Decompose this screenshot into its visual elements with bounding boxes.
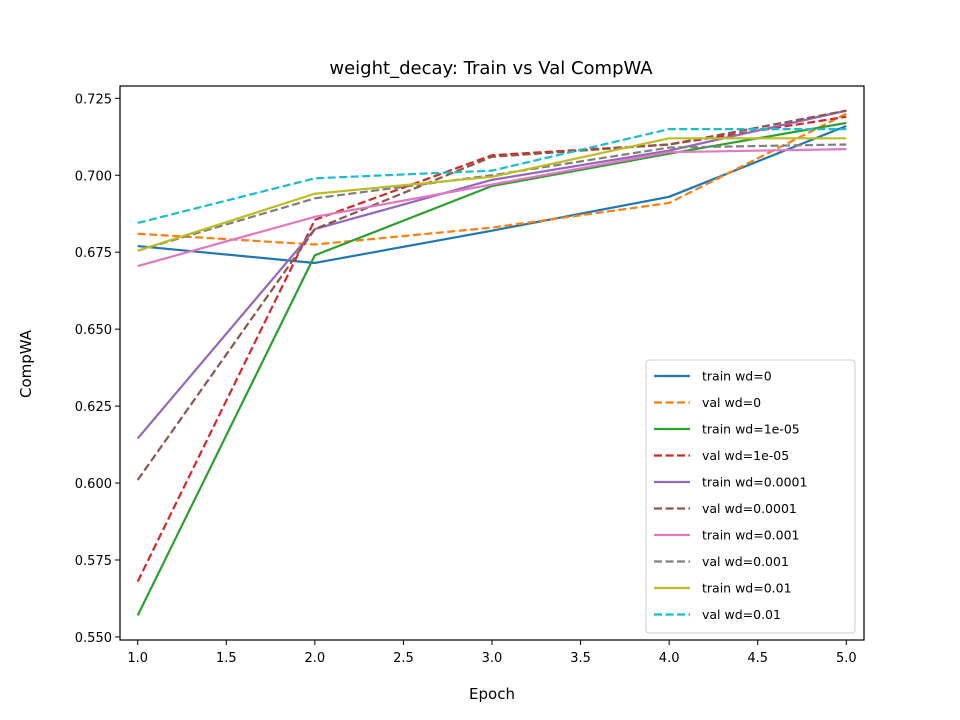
x-tick-label: 3.0 [482, 651, 503, 666]
legend-label: val wd=0 [702, 395, 761, 410]
y-tick-label: 0.675 [75, 246, 112, 261]
y-tick-label: 0.600 [75, 477, 112, 492]
legend-label: val wd=1e-05 [702, 448, 789, 463]
legend-label: train wd=0.001 [702, 528, 800, 543]
series-line-8 [137, 143, 847, 252]
legend-label: train wd=0.0001 [702, 475, 807, 490]
x-tick-label: 3.5 [570, 651, 591, 666]
x-tick-label: 5.0 [836, 651, 857, 666]
legend-label: train wd=0.01 [702, 581, 792, 596]
x-tick-label: 2.5 [393, 651, 414, 666]
series-line-3 [136, 121, 847, 616]
chart-title: weight_decay: Train vs Val CompWA [329, 58, 653, 79]
x-tick-label: 4.0 [659, 651, 680, 666]
series-line-2 [137, 112, 847, 246]
legend-label: val wd=0.001 [702, 554, 789, 569]
series-line-9 [137, 137, 847, 252]
series-line-7 [137, 147, 847, 268]
plot-area [136, 109, 847, 616]
y-axis: 0.550 0.575 0.600 0.625 0.650 0.675 0.700 0.725 [75, 92, 120, 646]
series-line-4 [136, 115, 847, 583]
y-tick-label: 0.625 [75, 400, 112, 415]
y-tick-label: 0.725 [75, 92, 112, 107]
y-tick-label: 0.650 [75, 323, 112, 338]
legend-label: train wd=0 [702, 369, 772, 384]
x-tick-label: 2.0 [305, 651, 326, 666]
x-axis-label: Epoch [469, 685, 515, 703]
x-tick-label: 1.0 [127, 651, 148, 666]
y-axis-label: CompWA [17, 329, 35, 398]
y-tick-label: 0.550 [75, 631, 112, 646]
legend-label: train wd=1e-05 [702, 422, 800, 437]
x-tick-label: 4.5 [747, 651, 768, 666]
x-axis: 1.0 1.5 2.0 2.5 3.0 3.5 4.0 4.5 5.0 [127, 640, 857, 666]
x-tick-label: 1.5 [216, 651, 237, 666]
series-line-10 [137, 127, 847, 225]
legend-label: val wd=0.01 [702, 607, 781, 622]
legend-box [645, 359, 856, 634]
series-line-6 [136, 109, 847, 481]
legend-label: val wd=0.0001 [702, 501, 797, 516]
y-tick-label: 0.575 [75, 554, 112, 569]
y-tick-label: 0.700 [75, 169, 112, 184]
legend: train wd=0 val wd=0 train wd=1e-05 val wd=1… [645, 359, 856, 634]
